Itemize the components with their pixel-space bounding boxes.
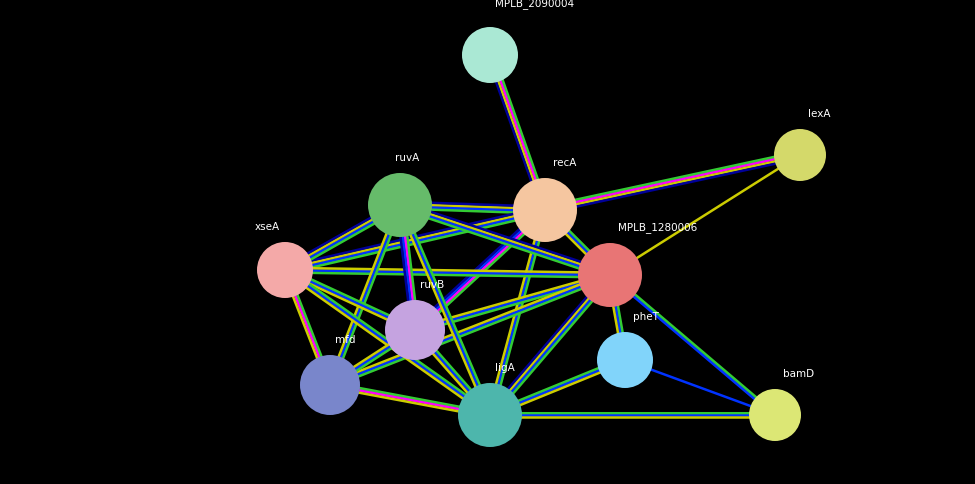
Circle shape (385, 300, 445, 360)
Circle shape (749, 389, 801, 441)
Circle shape (597, 332, 653, 388)
Text: MPLB_1280006: MPLB_1280006 (618, 222, 697, 233)
Text: recA: recA (553, 158, 576, 168)
Circle shape (578, 243, 642, 307)
Circle shape (458, 383, 522, 447)
Circle shape (774, 129, 826, 181)
Text: bamD: bamD (783, 369, 814, 379)
Text: lexA: lexA (808, 109, 831, 119)
Text: MPLB_2090004: MPLB_2090004 (495, 0, 574, 9)
Text: ruvB: ruvB (420, 280, 445, 290)
Circle shape (368, 173, 432, 237)
Circle shape (257, 242, 313, 298)
Circle shape (513, 178, 577, 242)
Circle shape (462, 27, 518, 83)
Text: pheT: pheT (633, 312, 659, 322)
Circle shape (300, 355, 360, 415)
Text: ruvA: ruvA (395, 153, 419, 163)
Text: mfd: mfd (335, 335, 356, 345)
Text: xseA: xseA (254, 222, 280, 232)
Text: ligA: ligA (495, 363, 515, 373)
